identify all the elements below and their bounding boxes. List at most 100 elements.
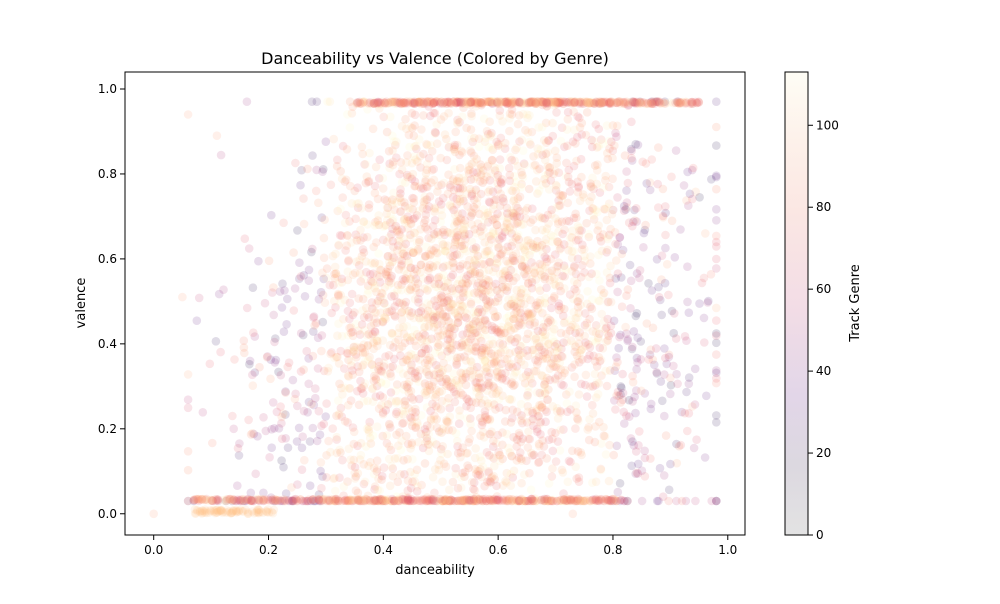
- data-point: [371, 392, 381, 402]
- data-point: [376, 496, 385, 506]
- data-point: [506, 299, 516, 309]
- data-point: [548, 496, 557, 506]
- data-point: [400, 201, 410, 211]
- data-point: [250, 332, 260, 341]
- data-point: [267, 210, 276, 220]
- data-point: [525, 137, 534, 147]
- data-point: [625, 412, 634, 422]
- data-point: [474, 164, 484, 174]
- data-point: [460, 335, 469, 345]
- data-point: [296, 328, 306, 338]
- data-point: [570, 97, 580, 106]
- data-point: [646, 399, 656, 409]
- data-point: [601, 366, 610, 376]
- data-point: [450, 164, 459, 174]
- data-point: [518, 109, 528, 119]
- data-point: [560, 304, 569, 314]
- data-point: [469, 365, 478, 375]
- data-point: [593, 97, 602, 106]
- data-point: [268, 398, 278, 407]
- data-point: [481, 357, 490, 366]
- data-point: [356, 225, 365, 235]
- data-point: [305, 481, 315, 491]
- data-point: [498, 391, 507, 401]
- data-point: [555, 446, 565, 455]
- data-point: [382, 127, 392, 137]
- data-point: [393, 241, 403, 250]
- data-point: [438, 496, 448, 506]
- data-point: [666, 380, 676, 390]
- data-point: [351, 472, 361, 481]
- data-point: [433, 342, 443, 352]
- data-point: [488, 389, 497, 399]
- data-point: [655, 463, 665, 473]
- data-point: [378, 496, 388, 506]
- data-point: [343, 371, 353, 380]
- data-point: [465, 323, 474, 333]
- data-point: [520, 269, 529, 279]
- data-point: [648, 97, 657, 106]
- data-point: [484, 246, 493, 256]
- data-point: [422, 436, 432, 446]
- data-point: [331, 496, 340, 506]
- data-point: [227, 508, 236, 517]
- data-point: [492, 220, 502, 230]
- data-point: [406, 413, 415, 422]
- data-point: [513, 119, 523, 129]
- data-point: [504, 311, 514, 321]
- data-point: [636, 337, 646, 346]
- data-point: [333, 155, 342, 165]
- data-point: [601, 450, 611, 459]
- data-point: [682, 387, 691, 397]
- data-point: [397, 225, 406, 234]
- data-point: [421, 177, 430, 186]
- data-point: [520, 360, 529, 370]
- data-point: [344, 346, 354, 355]
- data-point: [502, 97, 511, 106]
- data-point: [495, 289, 505, 299]
- data-point: [584, 435, 594, 445]
- data-point: [316, 458, 326, 467]
- data-point: [558, 191, 567, 200]
- data-point: [471, 347, 481, 356]
- data-point: [647, 155, 657, 164]
- data-point: [558, 229, 567, 239]
- data-point: [535, 401, 545, 411]
- data-point: [429, 322, 439, 332]
- data-point: [558, 468, 568, 477]
- data-point: [198, 408, 208, 417]
- data-point: [419, 200, 429, 209]
- data-point: [356, 376, 365, 386]
- data-point: [420, 253, 430, 262]
- data-point: [395, 169, 404, 179]
- data-point: [496, 97, 505, 106]
- data-point: [424, 440, 433, 449]
- data-point: [498, 440, 507, 450]
- data-point: [416, 260, 426, 270]
- data-point: [440, 282, 449, 292]
- data-point: [365, 417, 375, 427]
- data-point: [393, 477, 403, 487]
- data-point: [688, 163, 698, 173]
- data-point: [395, 236, 405, 246]
- x-tick-label: 0.6: [489, 543, 508, 557]
- data-point: [444, 142, 454, 152]
- data-point: [421, 210, 431, 219]
- data-point: [541, 227, 550, 237]
- data-point: [570, 261, 579, 271]
- data-point: [463, 97, 472, 106]
- data-point: [484, 160, 493, 169]
- data-point: [234, 451, 244, 460]
- data-point: [435, 306, 445, 315]
- data-point: [528, 451, 537, 460]
- data-point: [483, 210, 493, 220]
- data-point: [712, 242, 721, 251]
- data-point: [345, 181, 355, 191]
- data-point: [526, 218, 535, 227]
- data-point: [377, 475, 386, 485]
- data-point: [672, 458, 682, 468]
- data-point: [493, 371, 503, 380]
- data-point: [541, 235, 551, 244]
- data-point: [345, 97, 355, 106]
